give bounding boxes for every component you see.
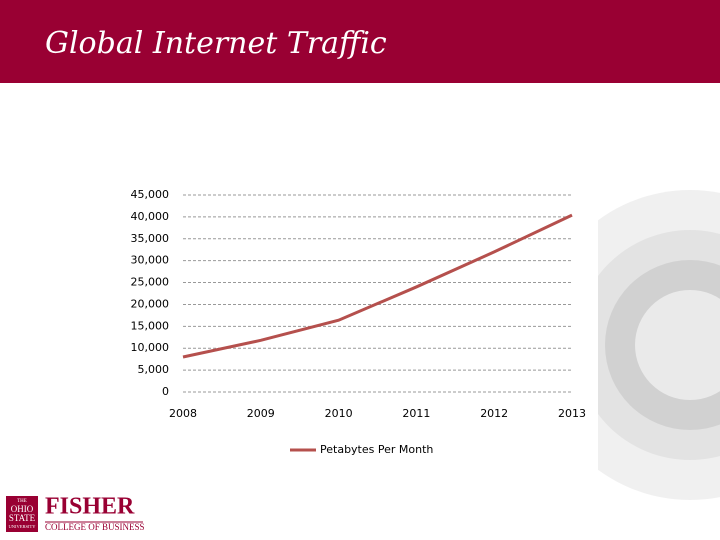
slide-title: Global Internet Traffic bbox=[45, 26, 387, 61]
data-line bbox=[182, 213, 573, 359]
x-tick-label: 2010 bbox=[325, 407, 353, 420]
logo-name: FISHER bbox=[45, 494, 135, 520]
y-tick-label: 40,000 bbox=[131, 210, 170, 223]
x-tick-label: 2012 bbox=[480, 407, 508, 420]
y-tick-label: 15,000 bbox=[131, 319, 170, 332]
x-tick-label: 2013 bbox=[558, 407, 586, 420]
x-tick-label: 2009 bbox=[247, 407, 275, 420]
y-tick-label: 45,000 bbox=[131, 188, 170, 201]
x-tick-label: 2008 bbox=[169, 407, 197, 420]
logo: THE OHIO STATE UNIVERSITY FISHER COLLEGE… bbox=[6, 494, 145, 532]
y-tick-label: 25,000 bbox=[131, 276, 170, 289]
y-tick-label: 0 bbox=[162, 385, 169, 398]
seal-text: OHIO bbox=[11, 504, 34, 514]
legend-label: Petabytes Per Month bbox=[320, 443, 433, 456]
seal-text: THE bbox=[17, 499, 27, 504]
y-tick-label: 10,000 bbox=[131, 341, 170, 354]
x-tick-label: 2011 bbox=[402, 407, 430, 420]
y-tick-label: 20,000 bbox=[131, 297, 170, 310]
header-bar bbox=[0, 0, 720, 83]
seal-text: UNIVERSITY bbox=[9, 524, 37, 529]
y-tick-label: 5,000 bbox=[138, 363, 170, 376]
seal-text: STATE bbox=[9, 513, 36, 523]
logo-subtitle: COLLEGE OF BUSINESS bbox=[45, 522, 145, 532]
chart-area bbox=[110, 180, 598, 470]
y-tick-label: 35,000 bbox=[131, 232, 170, 245]
y-tick-label: 30,000 bbox=[131, 254, 170, 267]
